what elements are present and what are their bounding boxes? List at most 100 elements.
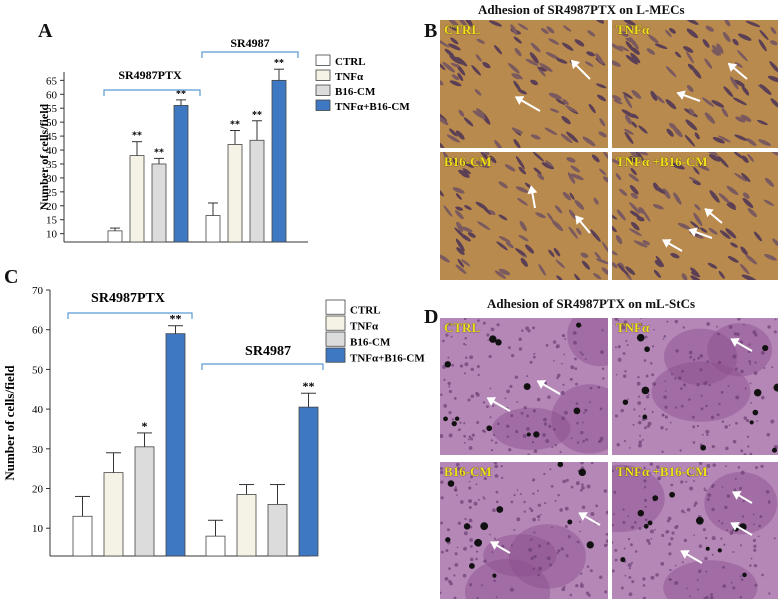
cell-nucleus xyxy=(474,89,482,96)
cell-nucleus xyxy=(612,157,623,165)
stromal-cell xyxy=(493,462,498,465)
cell-nucleus xyxy=(693,166,700,175)
cell-nucleus xyxy=(456,247,465,255)
cell-nucleus xyxy=(696,163,710,171)
cell-nucleus xyxy=(461,160,474,168)
cell-nucleus xyxy=(655,255,665,267)
adherent-tumor-cell xyxy=(705,546,710,551)
stromal-cell xyxy=(671,531,675,535)
cell-nucleus xyxy=(586,51,595,57)
stromal-cell xyxy=(581,483,584,487)
stromal-cell xyxy=(668,552,672,556)
stromal-cell xyxy=(486,333,490,337)
cell-nucleus xyxy=(464,205,472,211)
stromal-cell xyxy=(639,434,642,437)
cell-nucleus xyxy=(622,91,633,99)
stromal-cell xyxy=(459,470,463,475)
stromal-cell xyxy=(581,353,584,356)
stromal-cell xyxy=(606,544,608,546)
lmec-image-tnf: TNFα xyxy=(612,20,778,148)
stromal-cell xyxy=(655,573,659,577)
stromal-cell xyxy=(732,586,736,590)
stromal-cell xyxy=(748,343,751,346)
stromal-cell xyxy=(579,583,584,588)
stromal-cell xyxy=(468,480,471,483)
cell-nucleus xyxy=(746,138,757,146)
adherent-tumor-cell xyxy=(641,386,650,395)
stromal-cell xyxy=(678,376,682,380)
stromal-cell xyxy=(504,397,507,400)
adherent-tumor-cell xyxy=(643,523,649,529)
cell-nucleus xyxy=(638,207,645,215)
stromal-cell xyxy=(562,383,565,386)
adherent-tumor-cell xyxy=(523,383,531,391)
stromal-cell xyxy=(550,484,554,488)
stromal-cell xyxy=(599,436,604,441)
stromal-cell xyxy=(681,369,684,373)
stromal-cell xyxy=(716,413,720,417)
cell-nucleus xyxy=(646,48,656,55)
stromal-cell xyxy=(639,318,642,319)
adherent-tumor-cell xyxy=(647,520,653,526)
stromal-cell xyxy=(652,382,657,386)
cell-nucleus xyxy=(508,63,520,74)
cell-nucleus xyxy=(533,167,542,175)
stromal-cell xyxy=(581,485,585,490)
stromal-cell xyxy=(710,593,714,597)
cell-nucleus xyxy=(580,252,589,258)
cell-nucleus xyxy=(510,24,518,36)
cell-nucleus xyxy=(461,259,471,267)
stromal-cell xyxy=(528,547,533,552)
stromal-cell xyxy=(630,561,634,564)
stromal-cell xyxy=(482,321,486,325)
cell-nucleus xyxy=(733,79,745,87)
legend-swatch xyxy=(325,299,346,315)
stromal-cell xyxy=(488,354,492,359)
adherent-tumor-cell xyxy=(717,548,722,553)
cell-nucleus xyxy=(576,227,582,235)
stromal-cell xyxy=(740,578,744,582)
stromal-cell xyxy=(509,384,513,389)
cell-nucleus xyxy=(496,241,508,251)
stromal-cell xyxy=(440,393,443,396)
cell-nucleus xyxy=(709,190,720,203)
stromal-cell xyxy=(473,501,478,506)
cell-nucleus xyxy=(455,238,465,252)
stromal-cell xyxy=(489,416,492,419)
cell-nucleus xyxy=(562,98,569,105)
cell-nucleus xyxy=(652,204,664,210)
stromal-cell xyxy=(638,468,641,471)
legend-swatch xyxy=(325,315,346,331)
cell-nucleus xyxy=(562,25,572,32)
stromal-cell xyxy=(561,362,563,365)
image-label: TNFα +B16-CM xyxy=(616,464,708,479)
stromal-cell xyxy=(530,510,533,513)
stromal-cell xyxy=(575,402,579,405)
cell-nucleus xyxy=(624,114,632,125)
stromal-cell xyxy=(663,335,667,338)
stromal-cell xyxy=(584,358,587,361)
stromal-cell xyxy=(516,401,519,403)
stromal-cell xyxy=(520,411,524,415)
stromal-cell xyxy=(525,326,530,331)
stromal-cell xyxy=(680,480,684,484)
cell-nucleus xyxy=(446,134,460,143)
stromal-cell xyxy=(440,470,444,475)
stromal-cell xyxy=(754,583,758,587)
cell-nucleus xyxy=(707,262,718,269)
stromal-cell xyxy=(704,556,708,561)
stromal-cell xyxy=(643,426,647,430)
stromal-cell xyxy=(537,544,542,548)
stromal-cell xyxy=(685,480,688,483)
stromal-cell xyxy=(643,486,647,489)
cell-nucleus xyxy=(705,152,719,156)
cell-nucleus xyxy=(455,206,464,211)
stromal-cell xyxy=(647,421,652,426)
stromal-cell xyxy=(670,483,674,487)
adherent-tumor-cell xyxy=(622,399,629,405)
stromal-cell xyxy=(705,404,708,408)
stromal-cell xyxy=(614,346,617,349)
stromal-cell xyxy=(447,356,450,359)
cell-nucleus xyxy=(629,156,638,163)
stromal-cell xyxy=(631,580,635,584)
